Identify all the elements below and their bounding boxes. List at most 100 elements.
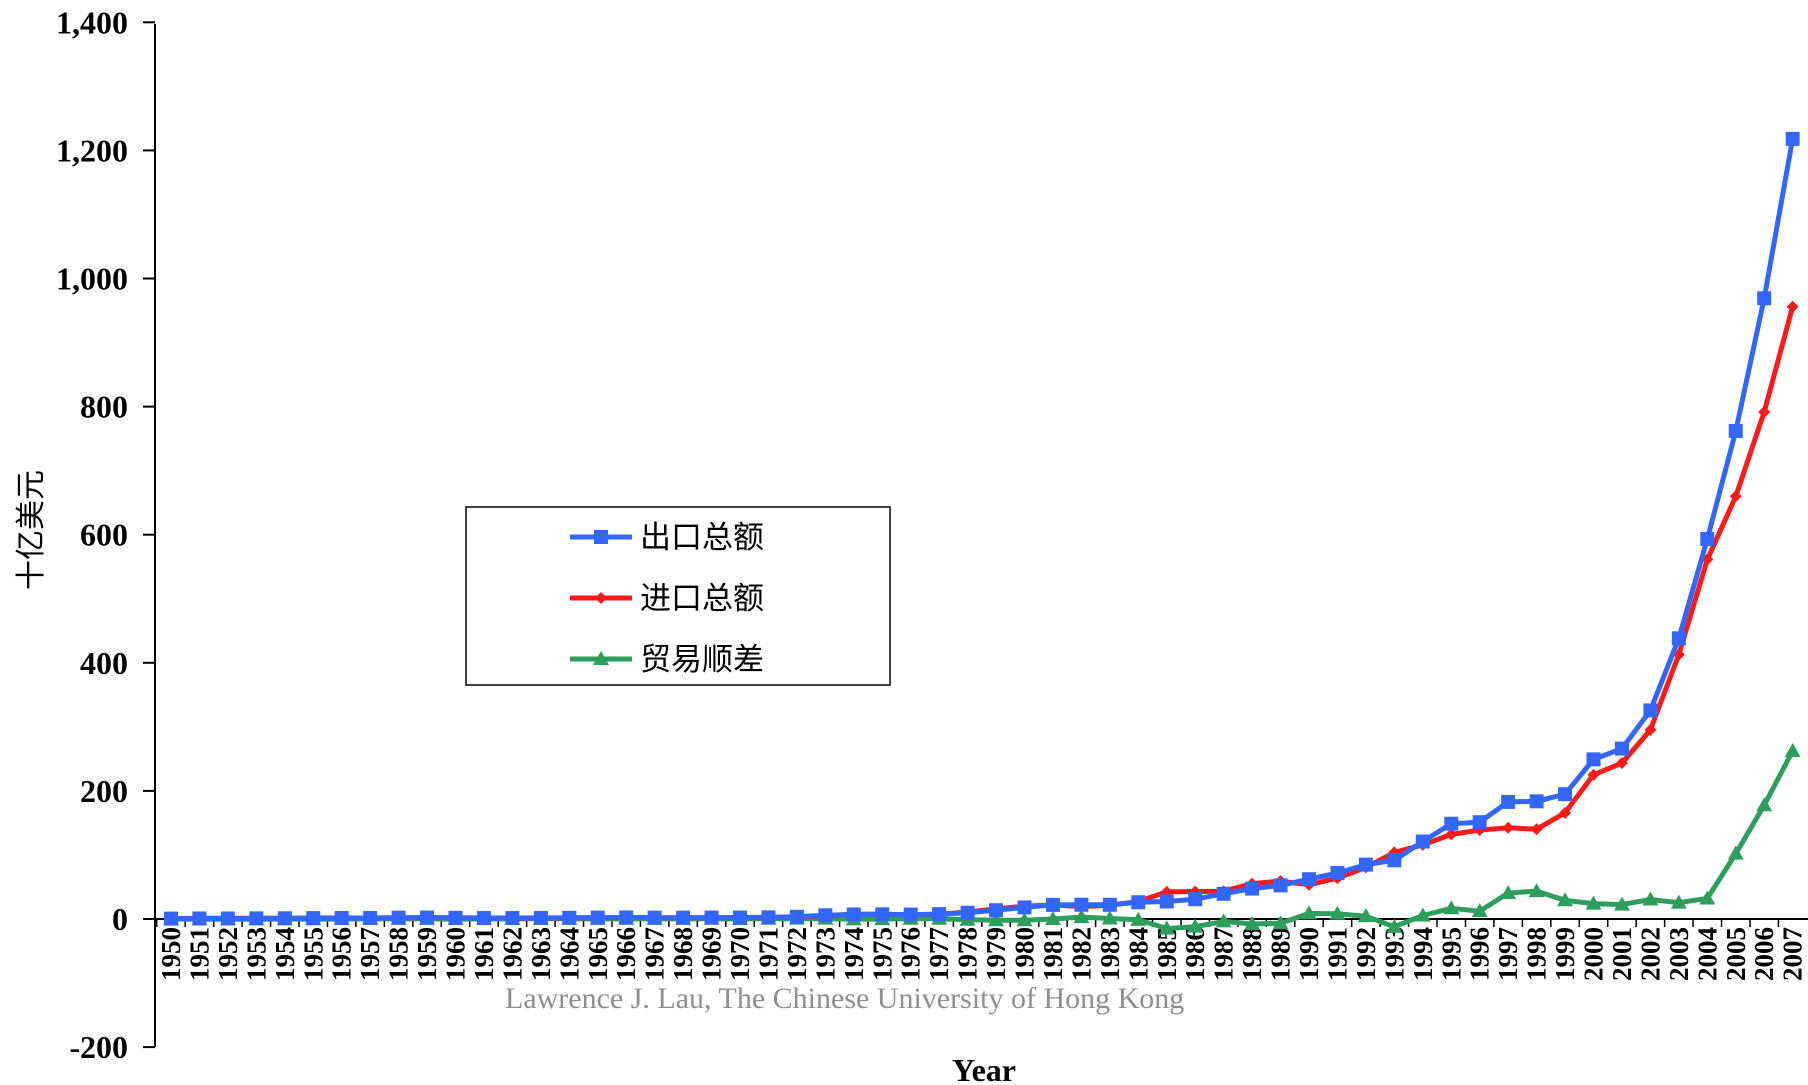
data-point-trade-surplus: [1244, 915, 1261, 930]
data-point-exports: [903, 907, 918, 922]
data-point-trade-surplus: [1443, 900, 1460, 915]
legend-swatch-marker: [595, 592, 607, 604]
x-tick-label: 1955: [298, 927, 328, 981]
data-point-exports: [249, 911, 264, 926]
data-point-exports: [391, 910, 406, 925]
data-point-exports: [1102, 897, 1117, 912]
x-tick-label: 1975: [867, 927, 897, 981]
data-point-exports: [1017, 900, 1032, 915]
x-tick-label: 1963: [526, 927, 556, 981]
y-tick-label: -200: [69, 1029, 128, 1065]
data-point-exports: [1529, 794, 1544, 809]
x-tick-label: 1982: [1066, 927, 1096, 981]
data-point-trade-surplus: [1642, 891, 1659, 906]
x-tick-label: 2006: [1749, 927, 1779, 981]
data-point-imports: [1758, 406, 1771, 419]
data-point-exports: [220, 911, 235, 926]
data-point-trade-surplus: [1471, 903, 1488, 918]
data-point-exports: [1330, 866, 1345, 881]
legend-swatch-marker: [593, 651, 609, 665]
data-point-imports: [1786, 300, 1799, 313]
x-tick-label: 1986: [1180, 927, 1210, 981]
data-point-trade-surplus: [1044, 911, 1061, 925]
series-line-exports: [170, 138, 1796, 922]
x-tick-label: 2001: [1607, 927, 1637, 981]
data-point-exports: [448, 910, 463, 925]
x-tick-label: 1950: [156, 927, 186, 981]
series-line-trade-surplus: [170, 749, 1795, 931]
x-tick-label: 2000: [1579, 927, 1609, 981]
data-point-imports: [1729, 490, 1742, 503]
y-tick-label: 1,200: [56, 132, 128, 168]
data-point-exports: [1757, 291, 1772, 306]
legend-label-exports: 出口总额: [640, 520, 764, 556]
x-tick-label: 1985: [1152, 927, 1182, 981]
data-point-exports: [562, 910, 577, 925]
x-tick-label: 2004: [1692, 927, 1722, 981]
data-point-exports: [818, 908, 833, 923]
data-point-trade-surplus: [1016, 912, 1033, 927]
x-tick-label: 1973: [810, 927, 840, 981]
data-point-trade-surplus: [1557, 892, 1574, 907]
data-point-exports: [875, 907, 890, 922]
data-point-trade-surplus: [988, 912, 1005, 927]
data-point-exports: [1444, 816, 1459, 831]
series-trade-surplus: [163, 743, 1801, 935]
x-tick-label: 1952: [213, 927, 243, 981]
data-point-exports: [334, 910, 349, 925]
x-tick-label: 2007: [1778, 927, 1808, 981]
legend-box: [465, 506, 891, 686]
x-tick-label: 1954: [270, 927, 300, 981]
data-point-exports: [420, 910, 435, 925]
x-tick-label: 1978: [953, 927, 983, 981]
y-tick-label: 400: [80, 645, 128, 681]
data-point-trade-surplus: [1500, 885, 1517, 900]
data-point-exports: [1216, 886, 1231, 901]
y-tick-label: 1,000: [56, 261, 128, 297]
x-tick-label: 1999: [1550, 927, 1580, 981]
data-point-exports: [164, 911, 178, 926]
x-tick-label: 1980: [1010, 927, 1040, 981]
data-point-exports: [363, 910, 378, 925]
data-point-trade-surplus: [1756, 797, 1773, 812]
y-tick-label: 0: [112, 901, 128, 937]
x-tick-label: 1968: [668, 927, 698, 981]
series-exports: [164, 131, 1800, 926]
y-axis-title: 十亿美元: [14, 470, 49, 590]
x-tick-label: 1960: [441, 927, 471, 981]
x-tick-label: 1958: [384, 927, 414, 981]
x-tick-label: 1957: [355, 927, 385, 981]
data-point-imports: [1587, 768, 1600, 781]
x-tick-label: 1965: [583, 927, 613, 981]
data-point-exports: [1586, 752, 1601, 767]
data-point-imports: [1559, 806, 1572, 819]
data-point-exports: [1245, 881, 1260, 896]
x-tick-label: 1987: [1209, 927, 1239, 981]
data-point-exports: [789, 909, 804, 924]
series-imports: [165, 300, 1799, 925]
data-point-imports: [1644, 723, 1657, 736]
x-tick-label: 1979: [981, 927, 1011, 981]
x-tick-label: 1951: [184, 927, 214, 981]
legend-swatch-marker: [594, 530, 608, 544]
data-point-trade-surplus: [1329, 905, 1346, 920]
x-tick-label: 1991: [1322, 927, 1352, 981]
x-tick-label: 1989: [1266, 927, 1296, 981]
data-point-exports: [704, 910, 719, 925]
data-point-exports: [1358, 857, 1373, 872]
x-tick-label: 1966: [611, 927, 641, 981]
x-tick-label: 1976: [896, 927, 926, 981]
data-point-trade-surplus: [1528, 883, 1545, 898]
x-tick-label: 1972: [782, 927, 812, 981]
data-point-exports: [619, 910, 634, 925]
y-tick-label: 800: [80, 389, 128, 425]
data-point-trade-surplus: [1613, 896, 1630, 911]
data-point-trade-surplus: [1215, 913, 1232, 928]
x-tick-label: 1988: [1237, 927, 1267, 981]
x-tick-label: 1977: [924, 927, 954, 981]
data-point-trade-surplus: [1073, 909, 1090, 924]
data-point-imports: [1615, 756, 1628, 769]
data-point-imports: [1530, 823, 1543, 836]
x-tick-label: 1995: [1436, 927, 1466, 981]
